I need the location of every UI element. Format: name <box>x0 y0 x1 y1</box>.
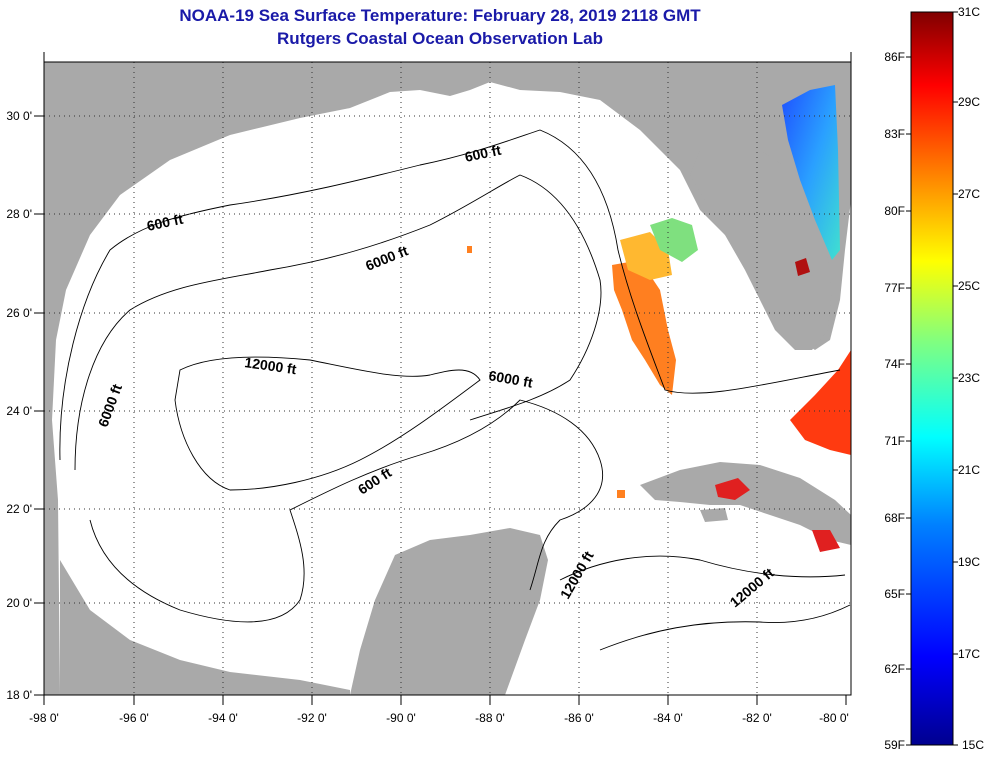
contour-12000ft-caribbean-2 <box>599 604 851 651</box>
mexico-south-coast <box>60 560 350 695</box>
sst-florida-straits <box>790 350 851 455</box>
contour-6000ft <box>74 174 602 471</box>
colorbar: 86F 83F 80F 77F 74F 71F 68F 65F 62F 59F … <box>884 5 984 752</box>
colorbar-f-label: 80F <box>884 204 905 218</box>
sst-cuba-south <box>812 530 840 552</box>
colorbar-c-label: 17C <box>958 647 980 661</box>
colorbar-f-label: 77F <box>884 281 905 295</box>
x-tick-label: -84 0' <box>653 711 683 725</box>
colorbar-c-label: 15C <box>962 738 984 752</box>
map-area: 600 ft 600 ft 600 ft 6000 ft 6000 ft 600… <box>43 61 852 696</box>
colorbar-f-label: 62F <box>884 662 905 676</box>
colorbar-c-label: 29C <box>958 95 980 109</box>
colorbar-f-label: 86F <box>884 50 905 64</box>
y-tick-label: 24 0' <box>6 404 32 418</box>
x-tick-label: -80 0' <box>819 711 849 725</box>
colorbar-f-label: 71F <box>884 434 905 448</box>
contour-label-12000-c: 12000 ft <box>244 354 298 377</box>
map-subtitle: Rutgers Coastal Ocean Observation Lab <box>277 29 603 48</box>
x-tick-label: -92 0' <box>297 711 327 725</box>
x-tick-label: -88 0' <box>475 711 505 725</box>
contour-12000ft-caribbean <box>559 555 846 581</box>
sst-florida-east-coast <box>782 85 840 260</box>
colorbar-c-labels: 31C 29C 27C 25C 23C 21C 19C 17C 15C <box>958 5 984 752</box>
sst-cuba-north <box>715 478 750 500</box>
sst-west-florida-swath <box>612 260 676 395</box>
sst-lake-okeechobee <box>795 258 810 276</box>
contour-600ft-south <box>289 399 604 591</box>
colorbar-gradient <box>910 11 954 746</box>
contour-6000ft-west <box>89 509 305 623</box>
x-tick-label: -96 0' <box>119 711 149 725</box>
contour-label-600-nw: 600 ft <box>145 211 184 234</box>
x-tick-label: -82 0' <box>742 711 772 725</box>
map-title: NOAA-19 Sea Surface Temperature: Februar… <box>179 6 701 25</box>
x-tick-label: -98 0' <box>29 711 59 725</box>
colorbar-f-label: 59F <box>884 738 905 752</box>
colorbar-c-label: 21C <box>958 463 980 477</box>
colorbar-f-labels: 86F 83F 80F 77F 74F 71F 68F 65F 62F 59F <box>884 50 905 752</box>
x-tick-label: -90 0' <box>386 711 416 725</box>
mexico-west-coast <box>44 62 350 695</box>
colorbar-f-label: 68F <box>884 511 905 525</box>
sst-west-florida-cool <box>650 218 698 262</box>
sst-spot-yucatan <box>617 490 625 498</box>
graticule <box>44 62 851 695</box>
y-tick-label: 20 0' <box>6 596 32 610</box>
cuba-island <box>640 462 851 545</box>
y-tick-label: 26 0' <box>6 306 32 320</box>
contour-12000ft <box>174 356 481 491</box>
colorbar-c-label: 31C <box>958 5 980 19</box>
contour-600ft <box>59 129 841 461</box>
y-tick-label: 28 0' <box>6 207 32 221</box>
colorbar-c-label: 23C <box>958 371 980 385</box>
colorbar-f-label: 74F <box>884 357 905 371</box>
colorbar-c-label: 27C <box>958 187 980 201</box>
contour-label-6000-e: 6000 ft <box>487 367 534 391</box>
colorbar-c-label: 25C <box>958 279 980 293</box>
sst-spot-west <box>467 246 472 253</box>
y-tick-label: 18 0' <box>6 688 32 702</box>
x-axis-labels: -98 0' -96 0' -94 0' -92 0' -90 0' -88 0… <box>29 711 849 725</box>
small-island <box>700 508 728 522</box>
y-tick-label: 30 0' <box>6 109 32 123</box>
colorbar-ticks <box>906 11 958 746</box>
x-tick-label: -86 0' <box>564 711 594 725</box>
yucatan-peninsula <box>350 528 548 695</box>
y-tick-label: 22 0' <box>6 502 32 516</box>
colorbar-c-label: 19C <box>958 555 980 569</box>
colorbar-f-label: 83F <box>884 127 905 141</box>
map-frame <box>43 61 852 696</box>
bathymetry-contours <box>59 129 851 651</box>
axis-ticks <box>34 52 852 705</box>
x-tick-label: -94 0' <box>208 711 238 725</box>
colorbar-f-label: 65F <box>884 587 905 601</box>
contour-label-600-ne: 600 ft <box>463 142 502 165</box>
florida-peninsula <box>690 150 832 350</box>
y-axis-labels: 30 0' 28 0' 26 0' 24 0' 22 0' 20 0' 18 0… <box>6 109 32 702</box>
